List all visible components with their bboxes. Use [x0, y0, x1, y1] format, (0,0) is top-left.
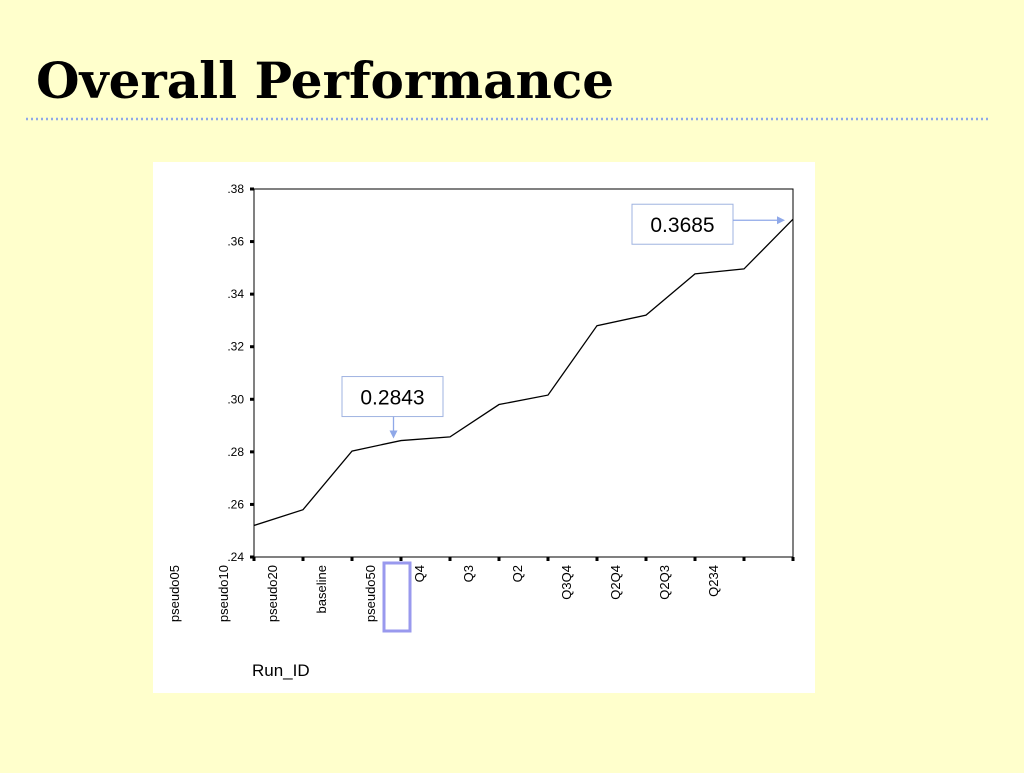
y-tick-label: .32	[227, 340, 244, 354]
x-tick-label: pseudo10	[216, 565, 231, 622]
x-axis-label: Run_ID	[252, 661, 310, 680]
annotation-box	[341, 376, 444, 418]
plot-frame	[253, 188, 794, 558]
data-label: 0.3685	[650, 214, 714, 237]
highlight-box	[382, 561, 412, 633]
y-tick-label: .24	[227, 550, 244, 564]
data-line	[253, 218, 794, 527]
x-tick-label: pseudo05	[167, 565, 182, 622]
x-tick-label: baseline	[314, 565, 329, 613]
x-tick-label: Q2Q4	[608, 565, 623, 600]
y-tick-label: .30	[227, 392, 244, 406]
data-label: 0.2843	[360, 387, 424, 410]
chart-panel	[153, 162, 815, 693]
x-tick-label: pseudo20	[265, 565, 280, 622]
x-tick-label: Q3Q4	[559, 565, 574, 600]
x-tick-label: Q3	[461, 565, 476, 582]
x-tick-label: Q2Q3	[657, 565, 672, 600]
arrow-head	[777, 216, 785, 225]
x-tick-label: Q2	[510, 565, 525, 582]
y-tick-label: .34	[227, 287, 244, 301]
y-tick-label: .28	[227, 445, 244, 459]
arrow-head	[389, 430, 398, 439]
x-tick-label: Q4	[412, 565, 427, 582]
slide-title: Overall Performance	[36, 51, 614, 110]
y-tick-label: .26	[227, 497, 244, 511]
annotation-box	[631, 203, 734, 245]
y-tick-label: .38	[227, 182, 244, 196]
x-tick-label: Q234	[706, 565, 721, 597]
x-tick-label: pseudo50	[363, 565, 378, 622]
y-tick-label: .36	[227, 235, 244, 249]
